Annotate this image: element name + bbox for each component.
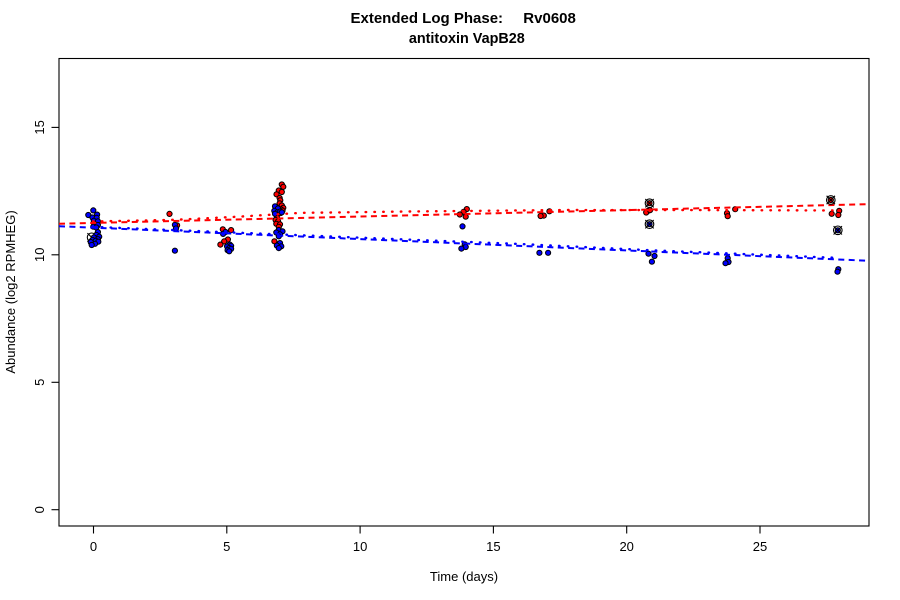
svg-text:20: 20 (619, 539, 633, 554)
svg-text:25: 25 (753, 539, 767, 554)
svg-text:5: 5 (32, 379, 47, 386)
svg-text:10: 10 (353, 539, 367, 554)
svg-text:15: 15 (32, 120, 47, 134)
svg-text:5: 5 (223, 539, 230, 554)
svg-text:Rv0608: Rv0608 (523, 10, 576, 27)
svg-text:Time (days): Time (days) (430, 569, 498, 584)
svg-text:15: 15 (486, 539, 500, 554)
svg-text:0: 0 (90, 539, 97, 554)
svg-text:10: 10 (32, 248, 47, 262)
svg-text:Abundance (log2 RPMHEG): Abundance (log2 RPMHEG) (3, 210, 18, 373)
svg-text:0: 0 (32, 506, 47, 513)
svg-text:Extended Log Phase:: Extended Log Phase: (351, 10, 504, 27)
svg-text:antitoxin VapB28: antitoxin VapB28 (409, 31, 525, 47)
